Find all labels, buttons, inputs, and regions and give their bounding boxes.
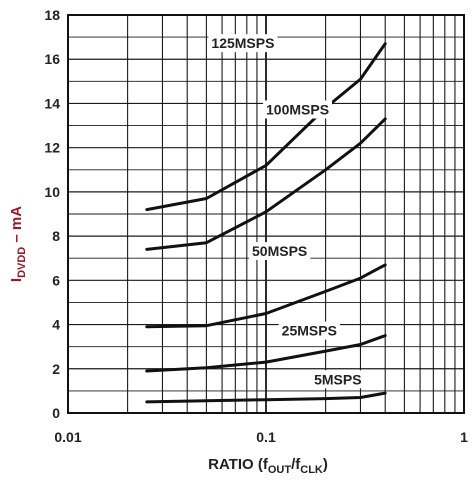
series-line-100msps	[145, 117, 387, 251]
y-tick-label: 2	[52, 361, 60, 377]
series-label-25msps: 25MSPS	[282, 323, 337, 339]
series-label-50msps: 50MSPS	[252, 243, 307, 259]
y-tick-label: 14	[44, 95, 60, 111]
y-tick-label: 0	[52, 405, 60, 421]
series-label-100msps: 100MSPS	[266, 102, 329, 118]
y-tick-label: 10	[44, 184, 60, 200]
x-tick-label: 0.1	[256, 429, 276, 445]
series-labels: 125MSPS 100MSPS 50MSPS 25MSPS 5MSPS	[208, 34, 365, 389]
y-tick-labels: 0 2 4 6 8 10 12 14 16 18	[44, 7, 60, 421]
x-tick-label: 1	[460, 429, 468, 445]
y-tick-label: 16	[44, 51, 60, 67]
y-axis-label: IDVDD – mA	[8, 206, 28, 282]
series-label-background	[249, 242, 311, 261]
y-tick-label: 6	[52, 272, 60, 288]
x-tick-labels: 0.01 0.1 1	[54, 429, 468, 445]
series-label-background	[263, 100, 333, 119]
series-label-125msps: 125MSPS	[211, 35, 274, 51]
series-line-125msps	[145, 42, 387, 212]
plot-frame	[67, 14, 465, 414]
series-label-background	[208, 34, 278, 53]
y-tick-label: 18	[44, 7, 60, 23]
x-axis-label: RATIO (fOUT/fCLK)	[208, 456, 328, 476]
series-lines	[145, 42, 387, 404]
series-label-background	[311, 370, 365, 389]
series-label-background	[278, 321, 340, 340]
grid	[67, 14, 465, 414]
y-tick-label: 12	[44, 140, 60, 156]
series-label-5msps: 5MSPS	[314, 371, 361, 387]
series-line-25msps	[145, 334, 387, 373]
series-line-50msps	[145, 263, 387, 329]
y-tick-label: 4	[52, 317, 60, 333]
y-tick-label: 8	[52, 228, 60, 244]
x-tick-label: 0.01	[54, 429, 81, 445]
series-line-5msps	[145, 391, 387, 404]
